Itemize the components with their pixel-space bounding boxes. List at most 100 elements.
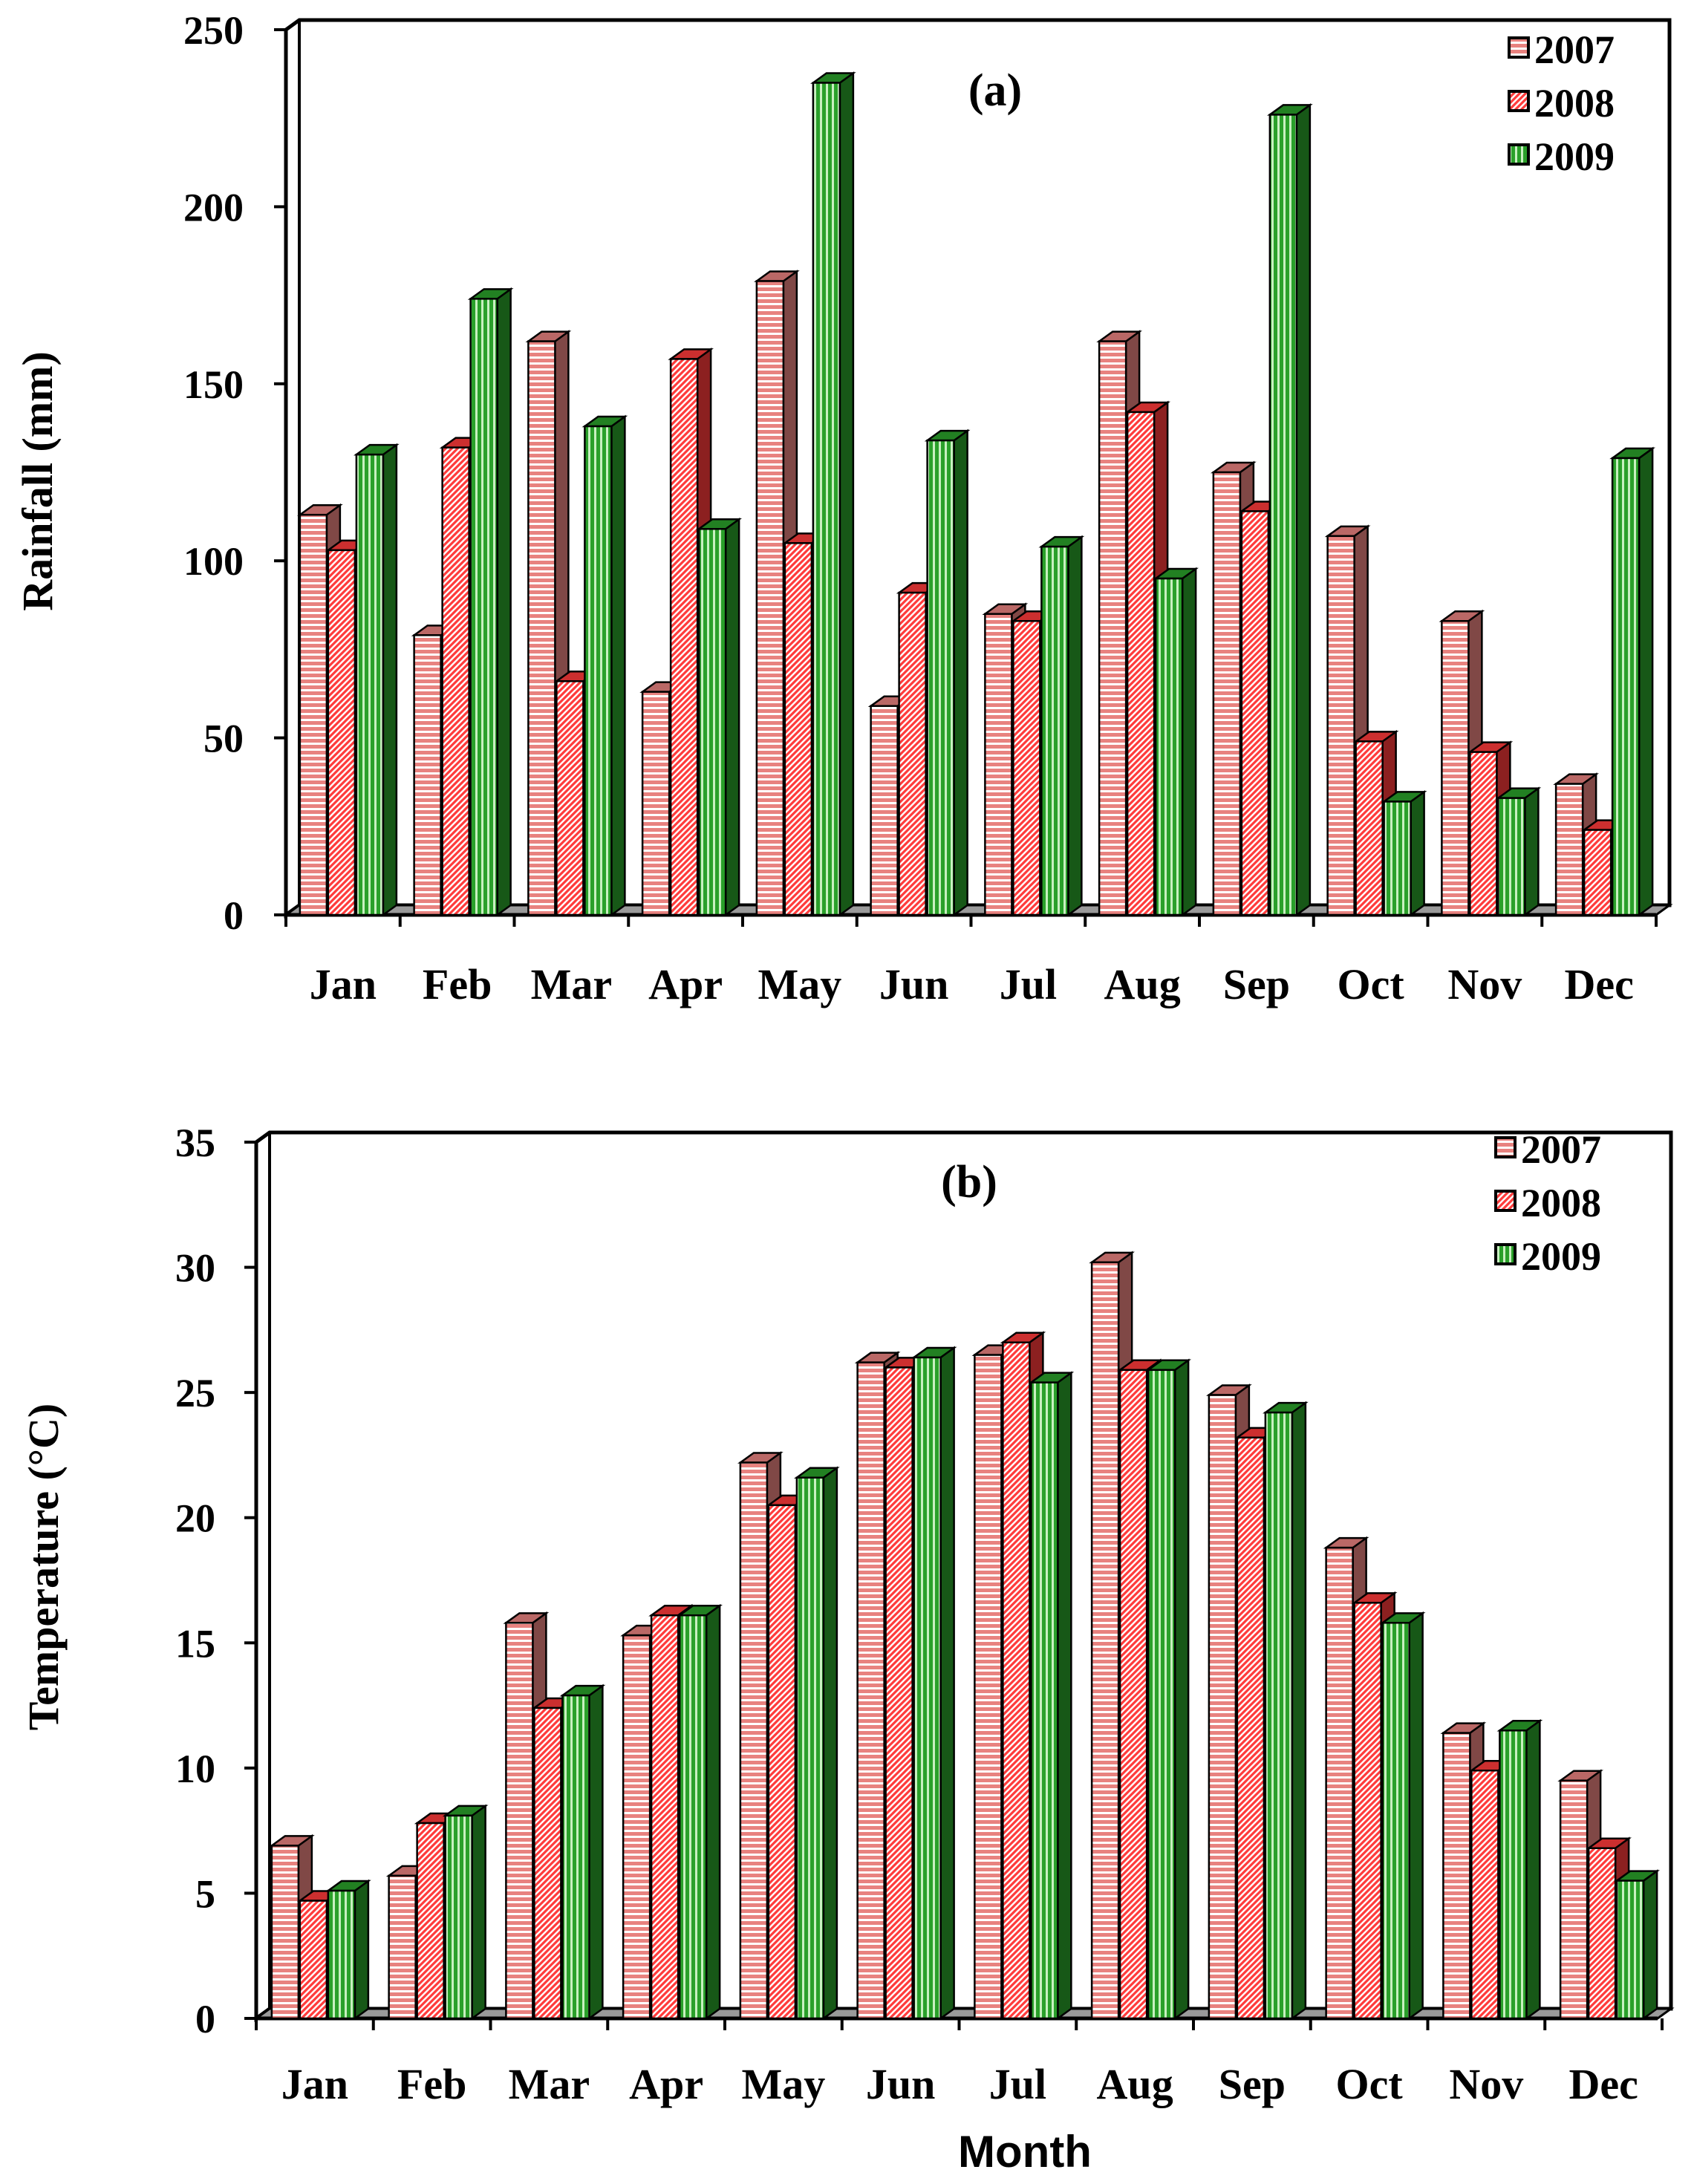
- bar-2009-aug: [1145, 1358, 1191, 2021]
- bar-2009-sep: [1263, 1401, 1309, 2021]
- bar-2007-oct: [1324, 524, 1371, 917]
- bar-2009-mar: [559, 1683, 606, 2021]
- y-tick-label: 10: [175, 1747, 215, 1791]
- y-tick-label: 20: [175, 1496, 215, 1541]
- x-tick-label: May: [742, 2060, 826, 2108]
- x-tick-label: Oct: [1336, 2060, 1404, 2108]
- x-tick-label: Jun: [866, 2060, 936, 2108]
- x-tick-label: Dec: [1568, 2060, 1638, 2108]
- y-tick-label: 0: [195, 1997, 215, 2041]
- legend-label: 2008: [1521, 1181, 1601, 1225]
- temperature-x-axis-label: Month: [958, 2127, 1092, 2177]
- legend-item-2008: 2008: [1494, 1181, 1601, 1225]
- temperature-bars: [269, 1251, 1660, 2021]
- x-tick-label: Dec: [1564, 960, 1633, 1008]
- x-tick-label: Mar: [531, 960, 613, 1008]
- bar-2009-jan: [325, 1879, 371, 2021]
- bar-2009-jan: [354, 443, 400, 917]
- legend-swatch: [1494, 1190, 1517, 1212]
- bar-2009-jun: [924, 428, 971, 917]
- bar-2009-feb: [442, 1804, 489, 2021]
- bar-2009-mar: [582, 414, 628, 917]
- legend-label: 2008: [1534, 81, 1615, 126]
- x-tick-label: Apr: [629, 2060, 703, 2108]
- y-tick-label: 0: [224, 893, 244, 938]
- temperature-axes: [244, 1130, 1675, 2030]
- bar-2009-dec: [1614, 1869, 1660, 2021]
- rainfall-y-tick-labels: 0 50 100 150 200 250: [183, 8, 244, 938]
- x-tick-label: Jun: [879, 960, 949, 1008]
- temperature-x-tick-labels: Jan Feb Mar Apr May Jun Jul Aug Sep Oct Nov Dec: [281, 2060, 1638, 2108]
- bar-2009-apr: [696, 517, 742, 917]
- x-tick-label: Nov: [1447, 960, 1522, 1008]
- rainfall-y-axis-label: Rainfall (mm): [13, 351, 62, 611]
- x-tick-label: Feb: [423, 960, 492, 1008]
- x-tick-label: Mar: [509, 2060, 590, 2108]
- temperature-chart: 0 5 10 15 20 25 30 35 Jan Feb Mar Apr May Jun Jul Aug S…: [19, 1121, 1675, 2177]
- bar-2008-jul: [1010, 609, 1057, 917]
- bar-2009-dec: [1609, 446, 1655, 917]
- x-tick-label: May: [758, 960, 842, 1008]
- y-tick-label: 5: [195, 1871, 215, 1916]
- legend-item-2008: 2008: [1508, 81, 1615, 126]
- x-tick-label: Jul: [1000, 960, 1057, 1008]
- temperature-y-axis-label: Temperature (°C): [19, 1404, 68, 1730]
- bar-2009-aug: [1153, 567, 1199, 917]
- legend-item-2009: 2009: [1494, 1234, 1601, 1279]
- rainfall-x-tick-labels: Jan Feb Mar Apr May Jun Jul Aug Sep Oct Nov Dec: [310, 960, 1634, 1008]
- bar-2009-apr: [677, 1603, 723, 2021]
- bar-2009-jun: [910, 1346, 957, 2021]
- bar-2007-dec: [1553, 772, 1599, 917]
- legend-swatch: [1494, 1243, 1517, 1265]
- rainfall-axes: [274, 18, 1673, 927]
- y-tick-label: 100: [183, 539, 244, 584]
- y-tick-label: 25: [175, 1371, 215, 1415]
- rainfall-chart: 0 50 100 150 200 250 Jan Feb Mar Apr May Jun Jul Aug…: [13, 8, 1673, 1008]
- rainfall-legend: 2007 2008 2009: [1508, 27, 1615, 179]
- y-tick-label: 150: [183, 362, 244, 407]
- legend-label: 2007: [1534, 27, 1615, 72]
- bar-2009-nov: [1495, 786, 1542, 917]
- x-tick-label: Aug: [1097, 2060, 1173, 2108]
- y-tick-label: 30: [175, 1246, 215, 1291]
- legend-swatch: [1508, 36, 1530, 59]
- bar-2009-feb: [467, 287, 514, 917]
- legend-swatch: [1494, 1136, 1517, 1158]
- bar-2009-jul: [1038, 535, 1085, 917]
- x-tick-label: Sep: [1219, 2060, 1286, 2108]
- y-tick-label: 35: [175, 1121, 215, 1165]
- x-tick-label: Jan: [281, 2060, 348, 2108]
- x-tick-label: Aug: [1104, 960, 1181, 1008]
- x-tick-label: Apr: [648, 960, 723, 1008]
- bar-2009-oct: [1379, 1611, 1426, 2021]
- y-tick-label: 200: [183, 185, 244, 229]
- x-tick-label: Jan: [310, 960, 377, 1008]
- legend-item-2009: 2009: [1508, 134, 1615, 179]
- temperature-legend: 2007 2008 2009: [1494, 1127, 1601, 1279]
- bar-2009-nov: [1496, 1718, 1543, 2021]
- legend-label: 2007: [1521, 1127, 1601, 1172]
- x-tick-label: Jul: [989, 2060, 1046, 2108]
- rainfall-panel-label: (a): [968, 65, 1022, 116]
- x-tick-label: Feb: [397, 2060, 466, 2108]
- bar-2009-may: [794, 1466, 840, 2021]
- legend-item-2007: 2007: [1508, 27, 1615, 72]
- y-tick-label: 15: [175, 1621, 215, 1666]
- bar-2009-oct: [1381, 789, 1427, 917]
- x-tick-label: Sep: [1223, 960, 1290, 1008]
- y-tick-label: 250: [183, 8, 244, 53]
- legend-item-2007: 2007: [1494, 1127, 1601, 1172]
- bar-2009-sep: [1267, 102, 1313, 917]
- x-tick-label: Oct: [1338, 960, 1405, 1008]
- temperature-y-tick-labels: 0 5 10 15 20 25 30 35: [175, 1121, 215, 2041]
- temperature-panel-label: (b): [941, 1157, 997, 1207]
- rainfall-bars: [297, 71, 1655, 917]
- legend-swatch: [1508, 143, 1530, 166]
- legend-swatch: [1508, 90, 1530, 112]
- y-tick-label: 50: [203, 717, 244, 761]
- legend-label: 2009: [1534, 134, 1615, 179]
- legend-label: 2009: [1521, 1234, 1601, 1279]
- bar-2008-nov: [1467, 740, 1514, 917]
- x-tick-label: Nov: [1449, 2060, 1523, 2108]
